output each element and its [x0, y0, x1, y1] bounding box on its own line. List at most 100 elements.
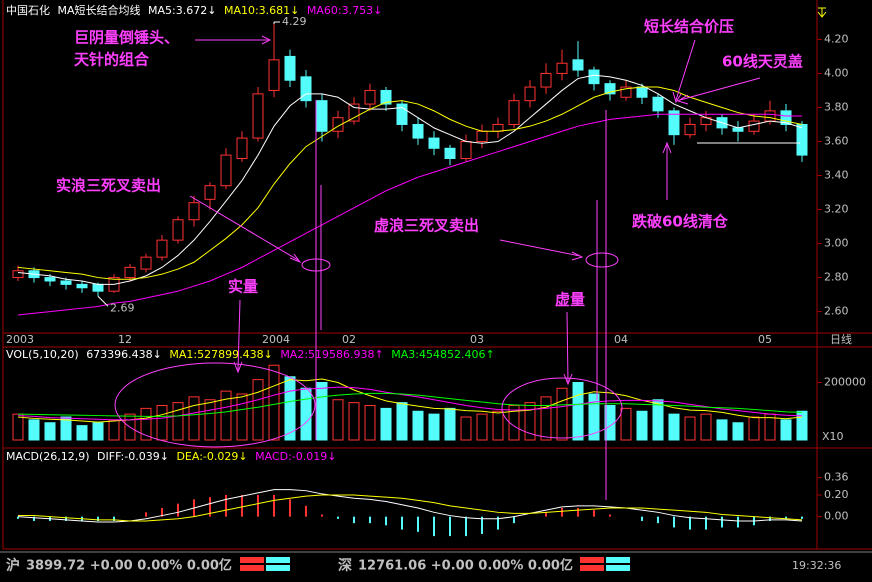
volume-bar [556, 387, 568, 441]
icon [580, 557, 604, 563]
volume-bar [524, 402, 536, 441]
index-label: 深 [338, 557, 352, 574]
arrow [662, 141, 672, 200]
volume-bar [668, 413, 680, 441]
ellipse [501, 377, 623, 439]
period-label: 日线 [830, 332, 852, 346]
arrow [563, 311, 573, 386]
low-label: 2.69 [110, 301, 135, 314]
arrow [195, 35, 272, 45]
y-tick-label: 0.20 [824, 488, 849, 501]
volume-ma-line [17, 392, 803, 417]
high-label: 4.29 [282, 15, 307, 28]
volume-bar [796, 410, 808, 441]
arrow [189, 195, 302, 264]
y-tick-label: 3.80 [824, 100, 849, 113]
volume-bar [380, 407, 392, 441]
indicator-name: MA短长结合均线 [58, 3, 141, 17]
volume-bar [76, 425, 88, 441]
annotation: 虚浪三死叉卖出 [374, 217, 479, 235]
volume-bar [92, 422, 104, 441]
volume-bar [732, 422, 744, 441]
price-header: 中国石化 MA短长结合均线 MA5:3.672↓ MA10:3.681↓ MA6… [6, 3, 382, 17]
candle-body [684, 123, 696, 136]
candle-body [396, 103, 408, 125]
y-tick-label: 2.60 [824, 305, 849, 318]
volume-bar [636, 410, 648, 441]
y-tick-label: 4.20 [824, 32, 849, 45]
annotation: 巨阴量倒锤头、 [74, 29, 179, 47]
indicator-name: VOL(5,10,20) [6, 348, 79, 361]
annotation: 天针的组合 [74, 51, 150, 69]
arrow [672, 39, 696, 104]
y-tick-label: 0.36 [824, 471, 849, 484]
volume-ma-line [17, 386, 803, 421]
candle-body [444, 147, 456, 159]
volume-bar [780, 419, 792, 441]
volume-bar [700, 413, 712, 441]
volume-bar [44, 422, 56, 441]
icon [266, 565, 290, 571]
candle-body [556, 62, 568, 74]
volume-bar [684, 416, 696, 441]
candle-body [204, 185, 216, 200]
pointer-line [97, 295, 109, 307]
candle-body [364, 89, 376, 105]
candle-body [140, 256, 152, 270]
index-text: 3899.72 +0.00 0.00% 0.00亿 [26, 558, 232, 574]
candle-body [332, 117, 344, 132]
legend-entry: MACD:-0.019↓ [255, 450, 336, 463]
current-value: 673396.438↓ [86, 348, 162, 361]
candle-body [252, 93, 264, 139]
icon [606, 565, 630, 571]
candle-body [284, 55, 296, 81]
icon[interactable] [817, 7, 827, 18]
stock-name: 中国石化 [6, 3, 50, 17]
annotation: 实量 [228, 278, 258, 296]
candle-body [156, 239, 168, 258]
volume-bar [652, 399, 664, 441]
volume-bar [588, 393, 600, 441]
arrow [499, 239, 584, 261]
volume-bar [476, 413, 488, 441]
candle-body [524, 86, 536, 102]
volume-bar [268, 364, 280, 441]
candle-body [60, 280, 72, 285]
candle-body [220, 154, 232, 187]
legend-entry: MA1:527899.438↓ [169, 348, 272, 361]
y-tick-label: 2.80 [824, 271, 849, 284]
x-tick-label: 2004 [262, 333, 290, 346]
ma-line [17, 113, 802, 316]
ma-line [17, 86, 803, 280]
candle-body [588, 69, 600, 85]
marks: 2.60 2.80 3.00 3.20 3.40 3.60 3.80 4.00 4.20 2003… [6, 15, 866, 537]
volume-bar [12, 413, 24, 441]
candle-body [12, 270, 24, 279]
volume-bar [156, 405, 168, 441]
candle-body [76, 283, 88, 289]
macd-header: MACD(26,12,9) DIFF:-0.039↓ DEA:-0.029↓ M… [6, 450, 336, 463]
y-tick-label: 3.40 [824, 169, 849, 182]
ellipse [114, 362, 316, 448]
candle-body [316, 100, 328, 132]
annotation: 60线天灵盖 [722, 53, 803, 71]
candle-body [44, 277, 56, 282]
volume-bar [108, 419, 120, 441]
candle-body [188, 202, 200, 221]
volume-ma-line [17, 378, 803, 423]
volume-bar [28, 419, 40, 441]
y-tick-label: 200000 [824, 376, 866, 389]
x-tick-label: 05 [758, 333, 772, 346]
volume-bar [572, 382, 584, 441]
macd-line [17, 489, 803, 523]
volume-bar [716, 419, 728, 441]
y-tick-label: 3.20 [824, 203, 849, 216]
volume-bar [332, 399, 344, 441]
candle-body [540, 72, 552, 88]
candle-body [92, 283, 104, 292]
y-tick-label: 0.00 [824, 510, 849, 523]
clock: 19:32:36 [792, 559, 841, 572]
volume-bar [492, 410, 504, 441]
x-tick-label: 03 [470, 333, 484, 346]
